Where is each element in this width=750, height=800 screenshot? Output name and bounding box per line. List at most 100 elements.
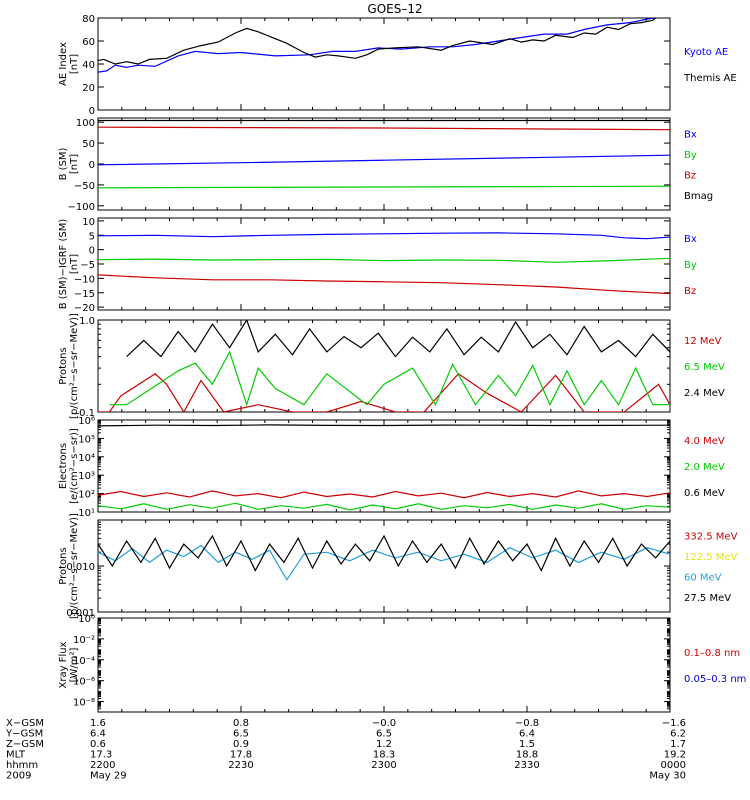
y-tick-label: −100 [68,202,95,213]
y-tick-label: 10⁻⁸ [73,698,95,709]
panel-2: −100 −50 0 50 100 B (SM) [nT] Bx By Bz Bmag [58,117,713,213]
panel-frame [97,419,671,513]
legend-entry: Bz [684,170,696,181]
y-tick-label: 20 [82,83,95,94]
y-tick-label: 100 [76,118,95,129]
y-tick-label: 10⁻² [73,635,95,646]
legend-entry: 122.5 MeV [684,552,738,563]
orbit-row-label: X−GSM [6,718,44,729]
panel-7: 10⁻⁸ 10⁻⁶ 10⁻⁴ 10⁻² 10⁰ Xray Flux [W/m²] 0.1–0.… [58,614,746,713]
orbit-value: May 29 [90,771,127,782]
series-line-by [98,185,670,189]
orbit-value: 0.6 [90,739,106,750]
series-line-bz [98,274,670,295]
y-tick-label: 0.1 [79,408,95,419]
y-tick-label: 60 [82,37,95,48]
legend-entry: Bz [684,286,696,297]
series-line-2-4-mev [126,320,670,358]
orbit-value: 18.8 [516,750,538,761]
orbit-value: 2200 [90,760,115,771]
y-tick-label: 40 [82,60,95,71]
y-axis-title: Xray Flux [58,641,69,688]
y-tick-label: 10⁶ [78,416,95,427]
legend-entry: 27.5 MeV [684,593,731,604]
y-axis-title: [W/m²] [69,647,80,682]
legend-entry: Bx [684,129,697,140]
panel-3: −20 −15 −10 −5 0 5 10 B (SM)−IGRF (SM) [nT] Bx By B… [58,217,697,314]
panel-frame [97,319,671,413]
y-tick-label: 5 [89,231,95,242]
y-axis-title: Protons [58,347,69,384]
legend-entry: By [684,150,697,161]
y-tick-label: 50 [82,139,95,150]
orbit-row-label: MLT [6,750,26,761]
panel-frame [97,617,671,713]
orbit-value: 2230 [228,760,253,771]
y-tick-label: 0.001 [66,608,95,619]
y-tick-label: −50 [74,181,95,192]
orbit-value: 0.8 [233,718,249,729]
series-line-bz [98,126,670,131]
y-tick-label: 0 [89,246,95,257]
series-group [98,320,670,412]
y-axis-title: AE Index [58,42,69,86]
series-line-27-5-mev [98,534,670,572]
orbit-value: 2330 [514,760,539,771]
y-axis-title: B (SM)−IGRF (SM) [58,219,69,310]
legend-entry: 12 MeV [684,336,722,347]
orbit-value: 1.5 [519,739,535,750]
orbit-value: 2300 [371,760,396,771]
orbit-value: 17.8 [230,750,252,761]
series-line-4-0-mev [98,490,670,499]
panel-4: 0.1 1.0 Protons [p/(cm²−s−sr−MeV)] 12 MeV 6.5… [58,313,725,419]
legend-entry: Themis AE [683,73,737,84]
y-tick-label: 10⁻⁶ [73,677,95,688]
legend-entry: 0.1–0.8 nm [684,648,740,659]
panel-frame [97,217,671,311]
legend-entry: Kyoto AE [684,47,728,58]
series-line-themis-ae [98,18,657,65]
series-group [98,232,670,295]
y-tick-label: −15 [74,289,95,300]
legend-entry: By [684,260,697,271]
orbit-row-label: hhmm [6,760,38,771]
y-tick-label: −10 [74,274,95,285]
panel-5: 10¹ 10² 10³ 10⁴ 10⁵ 10⁶ Electrons [e/(cm²−s−sr)… [58,416,725,519]
legend-entry: Bmag [684,191,713,202]
plot-title: GOES–12 [367,2,422,16]
y-axis-title: [nT] [69,54,80,74]
y-axis-title: [e/(cm²−s−sr)] [69,428,80,504]
orbit-value: 1.6 [90,718,106,729]
y-axis-title: B (SM) [58,147,69,180]
y-axis-title: Protons [58,547,69,584]
orbit-value: 6.4 [519,729,535,740]
orbit-value: 18.3 [373,750,395,761]
orbit-value: 6.2 [670,729,686,740]
orbit-value: −1.6 [662,718,686,729]
y-tick-label: 10⁰ [78,614,95,625]
legend-entry: 0.6 MeV [684,488,725,499]
y-axis-title: [nT] [69,154,80,174]
y-axis-title: [nT] [69,254,80,274]
panel-frame [97,17,671,111]
y-tick-label: −20 [74,303,95,314]
y-tick-label: 0 [89,106,95,117]
series-line-0-6-mev [98,424,670,427]
y-axis-title: Electrons [58,443,69,489]
y-tick-label: 80 [82,14,95,25]
orbit-value: 1.7 [670,739,686,750]
legend-entry: 2.0 MeV [684,462,725,473]
series-line-by [98,257,670,263]
orbit-value: −0.8 [515,718,539,729]
series-group [98,534,670,581]
y-tick-label: 0 [89,160,95,171]
y-tick-label: 10¹ [78,508,95,519]
orbit-row-label: Z−GSM [6,739,44,750]
panel-frame [97,519,671,613]
orbit-row-label: Y−GSM [5,729,43,740]
orbit-info-table: X−GSMY−GSMZ−GSMMLThhmm20091.66.40.617.32… [5,718,686,782]
orbit-value: 6.5 [233,729,249,740]
